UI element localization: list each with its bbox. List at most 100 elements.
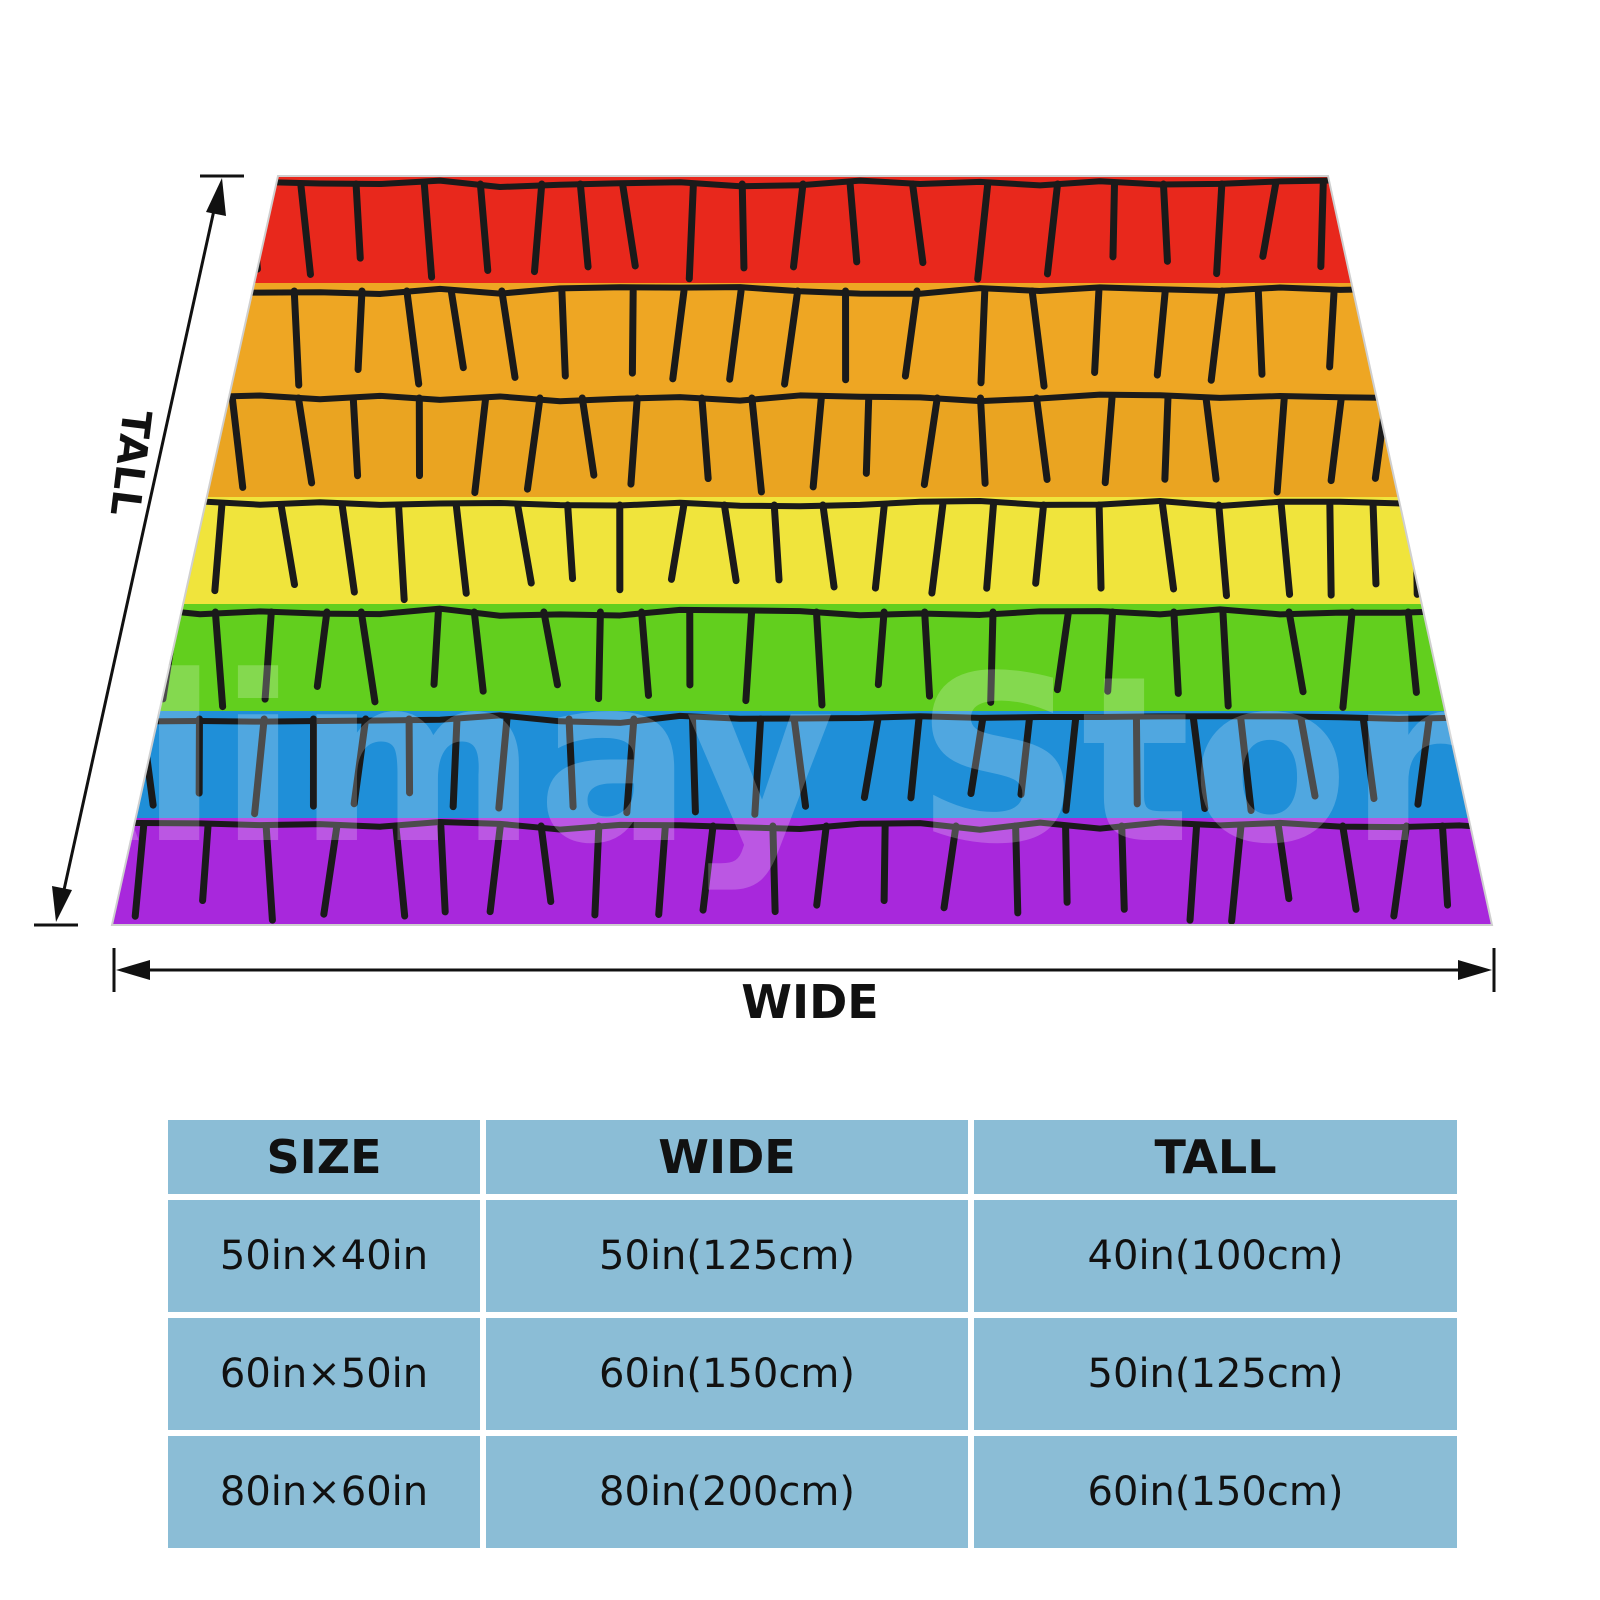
tile-divider-line [495,715,511,812]
tile-divider-line [1254,287,1266,378]
tile-divider-line [1101,394,1116,487]
wide-label: WIDE [741,975,879,1029]
tile-divider-line [698,394,712,483]
tile-divider-line [909,180,927,267]
tile-divider-line [1062,715,1080,814]
tile-divider-line [809,394,825,491]
tile-divider-line [1327,394,1345,485]
tile-divider-line [1274,822,1293,903]
tile-divider-line [228,394,247,491]
table-row: 50in×40in 50in(125cm) 40in(100cm) [162,1194,1463,1318]
arrowhead-right-icon [1458,960,1492,980]
tile-divider-line [623,715,638,817]
tile-divider-line [1017,715,1033,798]
tile-divider-line [1118,822,1128,913]
tile-divider-line [1277,501,1294,598]
tile-divider-line [1228,822,1245,925]
tile-divider-line [781,287,802,388]
tile-divider-line [655,822,669,919]
stripe-edge-line [112,391,1492,405]
tile-divider-line [770,501,783,584]
wide-dimension-arrow [112,948,1496,992]
tile-divider-line [1104,608,1117,695]
tile-divider-line [1273,394,1288,496]
tile-divider-line [211,608,227,711]
tile-divider-line [354,287,366,374]
arrowhead-down-icon [52,886,72,922]
tile-divider-line [769,822,779,916]
tile-divider-line [1339,608,1356,711]
tile-divider-line [928,501,947,597]
tile-divider-line [1012,822,1022,917]
tile-divider-line [1032,501,1048,587]
tile-divider-line [1317,180,1327,271]
tile-divider-line [1423,394,1438,475]
tile-divider-line [667,501,688,583]
tile-divider-line [1390,822,1410,920]
blanket-outline [110,175,1494,926]
tile-divider-line [1285,608,1307,696]
tile-divider-line [742,608,756,705]
tile-divider-line [290,287,303,389]
tile-divider-line [974,180,992,283]
tile-divider-line [627,394,641,488]
tile-divider-line [920,394,941,489]
blanket-stripe [112,818,1492,925]
tile-divider-line [403,287,423,388]
tall-cell: 60in(150cm) [968,1430,1463,1554]
tile-divider-line [294,394,316,487]
tile-divider-line [420,180,436,281]
tile-divider-line [1326,287,1338,371]
tile-divider-line [449,715,461,811]
tile-divider-line [819,501,838,591]
tile-divider-line [131,822,148,920]
tile-divider-line [1109,180,1118,261]
tile-divider-line [813,822,830,909]
tile-divider-line [530,180,546,276]
tile-divider-line [392,822,409,920]
tall-cell: 50in(125cm) [968,1312,1463,1436]
tile-divider-line [1438,822,1452,909]
tile-divider-line [1153,287,1169,379]
tile-divider-line [540,608,561,689]
tile-divider-line [1028,287,1048,390]
tile-divider-line [685,180,697,283]
tile-divider-line [1189,715,1209,813]
tile-divider-line [790,180,807,271]
tile-divider-line [537,822,555,906]
tile-divider-line [1213,180,1226,278]
tile-divider-line [1033,394,1051,483]
tile-divider-line [1458,501,1479,593]
tile-divider-line [471,394,490,497]
tile-divider-line [983,501,997,592]
tile-divider-line [1326,501,1335,599]
tile-divider-line [357,608,379,706]
tile-divider-line [1259,180,1280,260]
tile-divider-line [313,608,331,690]
tile-divider-line [1356,180,1378,271]
blanket-stripe [112,604,1492,712]
tile-divider-line [1132,715,1141,808]
tile-divider-line [564,501,577,583]
tile-divider-line [1062,822,1071,906]
tile-divider-line [486,822,504,916]
tile-divider-line [1215,501,1230,600]
tile-divider-line [1404,608,1420,696]
tile-divider-line [619,180,639,270]
tile-divider-line [470,608,487,695]
tile-divider-line [1186,822,1201,924]
tile-divider-line [338,501,358,596]
tile-divider-line [1297,715,1319,800]
tile-divider-line [1477,394,1489,497]
tile-divider-line [78,398,85,481]
tile-divider-line [1219,608,1232,710]
tile-divider-line [1095,501,1105,592]
tile-divider-line [628,287,637,377]
table-row: 80in×60in 80in(200cm) 60in(150cm) [162,1430,1463,1554]
tile-divider-line [246,180,261,273]
tile-divider-line [874,608,888,689]
tile-divider-line [1414,715,1433,808]
tile-divider-line [591,822,603,919]
tile-divider-line [669,287,688,383]
tile-divider-line [320,822,341,918]
